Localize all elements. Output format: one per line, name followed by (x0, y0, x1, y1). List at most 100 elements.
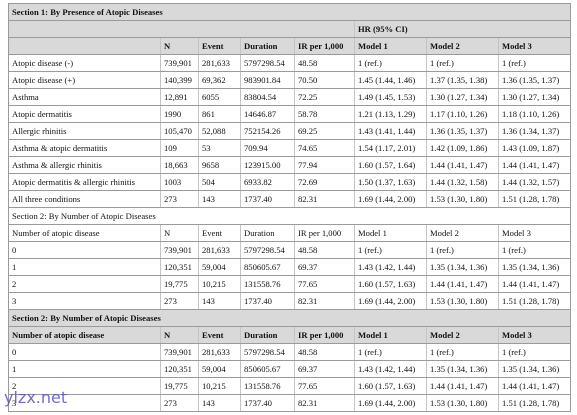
data-cell: 1 (ref.) (497, 241, 571, 259)
table: Section 1: By Presence of Atopic Disease… (8, 3, 572, 412)
data-row: Asthma & allergic rhinitis 18,663 9658 1239… (8, 156, 571, 174)
data-cell: 72.69 (294, 173, 355, 191)
header-cell: Model 3 (497, 326, 571, 344)
data-cell: 82.31 (294, 292, 355, 310)
data-cell: 0 (8, 343, 161, 361)
data-cell: 120,351 (160, 360, 199, 378)
section-row: Section 2: By Number of Atopic Diseases (8, 207, 571, 225)
data-cell: 1.44 (1.32, 1.57) (497, 173, 571, 191)
data-cell: 3 (8, 394, 161, 412)
header-cell: IR per 1,000 (294, 326, 355, 344)
data-cell: 850605.67 (240, 360, 295, 378)
data-cell: 1 (ref.) (354, 54, 427, 72)
header-cell: Event (198, 37, 241, 55)
data-cell: 72.25 (294, 88, 355, 106)
data-cell: Asthma & atopic dermatitis (8, 139, 161, 157)
header-cell: Number of atopic disease (8, 326, 161, 344)
data-cell: 1.44 (1.41, 1.47) (497, 275, 571, 293)
data-cell: 1.36 (1.34, 1.37) (497, 122, 571, 140)
data-cell: 1.53 (1.30, 1.80) (426, 190, 499, 208)
data-row: 2 19,775 10,215 131558.76 77.65 1.60 (1.57, 1… (8, 275, 571, 293)
data-cell: 19,775 (160, 377, 199, 395)
data-cell: 1.44 (1.41, 1.47) (426, 156, 499, 174)
data-cell: 709.94 (240, 139, 295, 157)
data-cell: 1.35 (1.34, 1.36) (426, 360, 499, 378)
data-cell: 131558.76 (240, 377, 295, 395)
data-cell: 59,004 (198, 360, 241, 378)
data-cell: 1737.40 (240, 394, 295, 412)
header-cell: Model 3 (497, 37, 571, 55)
data-cell: 77.65 (294, 275, 355, 293)
data-cell: 1737.40 (240, 190, 295, 208)
data-cell: 1 (8, 258, 161, 276)
data-cell: 1.44 (1.41, 1.47) (497, 156, 571, 174)
data-cell: 1003 (160, 173, 199, 191)
data-row: Atopic dermatitis & allergic rhinitis 100… (8, 173, 571, 191)
data-cell: 0 (8, 241, 161, 259)
data-cell: 69.25 (294, 122, 355, 140)
data-cell: 1.60 (1.57, 1.64) (354, 156, 427, 174)
data-cell: 10,215 (198, 275, 241, 293)
data-cell: 1.69 (1.44, 2.00) (354, 394, 427, 412)
data-cell: 143 (198, 394, 241, 412)
data-cell: 1.17 (1.10, 1.26) (426, 105, 499, 123)
data-cell: 70.50 (294, 71, 355, 89)
data-cell: 48.58 (294, 343, 355, 361)
data-cell: 1 (ref.) (497, 343, 571, 361)
header-cell: IR per 1,000 (294, 224, 355, 242)
data-row: Asthma 12,891 6055 83804.54 72.25 1.49 (1.45,… (8, 88, 571, 106)
data-cell: 74.65 (294, 139, 355, 157)
data-cell: 10,215 (198, 377, 241, 395)
data-cell: 69,362 (198, 71, 241, 89)
data-cell: 82.31 (294, 190, 355, 208)
data-cell: 1.51 (1.28, 1.78) (497, 394, 571, 412)
header-cell: Duration (240, 326, 295, 344)
data-cell: 1.53 (1.30, 1.80) (426, 292, 499, 310)
data-cell: 1.60 (1.57, 1.63) (354, 275, 427, 293)
data-cell: 1.21 (1.13, 1.29) (354, 105, 427, 123)
data-cell: 69.37 (294, 360, 355, 378)
data-cell: 273 (160, 292, 199, 310)
header-cell: Model 3 (497, 224, 571, 242)
data-cell: 1.44 (1.41, 1.47) (426, 275, 499, 293)
data-cell: 12,891 (160, 88, 199, 106)
header-cell: Model 2 (426, 224, 499, 242)
header-row: Number of atopic disease N Event Duration IR… (8, 326, 571, 344)
data-cell: 1.42 (1.09, 1.86) (426, 139, 499, 157)
header-cell: N (160, 37, 199, 55)
data-cell: 6055 (198, 88, 241, 106)
data-cell: 739,901 (160, 343, 199, 361)
data-cell: 143 (198, 190, 241, 208)
data-cell: 77.94 (294, 156, 355, 174)
data-cell: 1.30 (1.27, 1.34) (426, 88, 499, 106)
data-cell: 1.43 (1.42, 1.44) (354, 258, 427, 276)
data-cell: 1.30 (1.27, 1.34) (497, 88, 571, 106)
data-cell: 3 (8, 292, 161, 310)
header-cell: N (160, 326, 199, 344)
data-cell: 5797298.54 (240, 54, 295, 72)
data-cell: 1.45 (1.44, 1.46) (354, 71, 427, 89)
header-cell: Model 2 (426, 37, 499, 55)
header-row: Number of atopic disease N Event Duration IR… (8, 224, 571, 242)
header-cell: Model 1 (354, 37, 427, 55)
data-cell: 6933.82 (240, 173, 295, 191)
data-cell: 1.44 (1.41, 1.47) (497, 377, 571, 395)
data-cell: 1.69 (1.44, 2.00) (354, 292, 427, 310)
data-cell: 58.78 (294, 105, 355, 123)
data-cell: 1.18 (1.10, 1.26) (497, 105, 571, 123)
data-row: 1 120,351 59,004 850605.67 69.37 1.43 (1.42, … (8, 360, 571, 378)
section-title: Section 2: By Number of Atopic Diseases (8, 207, 571, 225)
section-row: Section 2: By Number of Atopic Diseases (8, 309, 571, 327)
header-group: HR (95% CI) (353, 20, 571, 38)
data-cell: 77.65 (294, 377, 355, 395)
data-row: Allergic rhinitis 105,470 52,088 752154.26 6… (8, 122, 571, 140)
data-cell: 1990 (160, 105, 199, 123)
data-cell: All three conditions (8, 190, 161, 208)
data-cell: 273 (160, 394, 199, 412)
data-cell: 48.58 (294, 241, 355, 259)
data-cell: 9658 (198, 156, 241, 174)
data-cell: 1.43 (1.09, 1.87) (497, 139, 571, 157)
header-cell: Model 1 (354, 326, 427, 344)
data-cell: 69.37 (294, 258, 355, 276)
